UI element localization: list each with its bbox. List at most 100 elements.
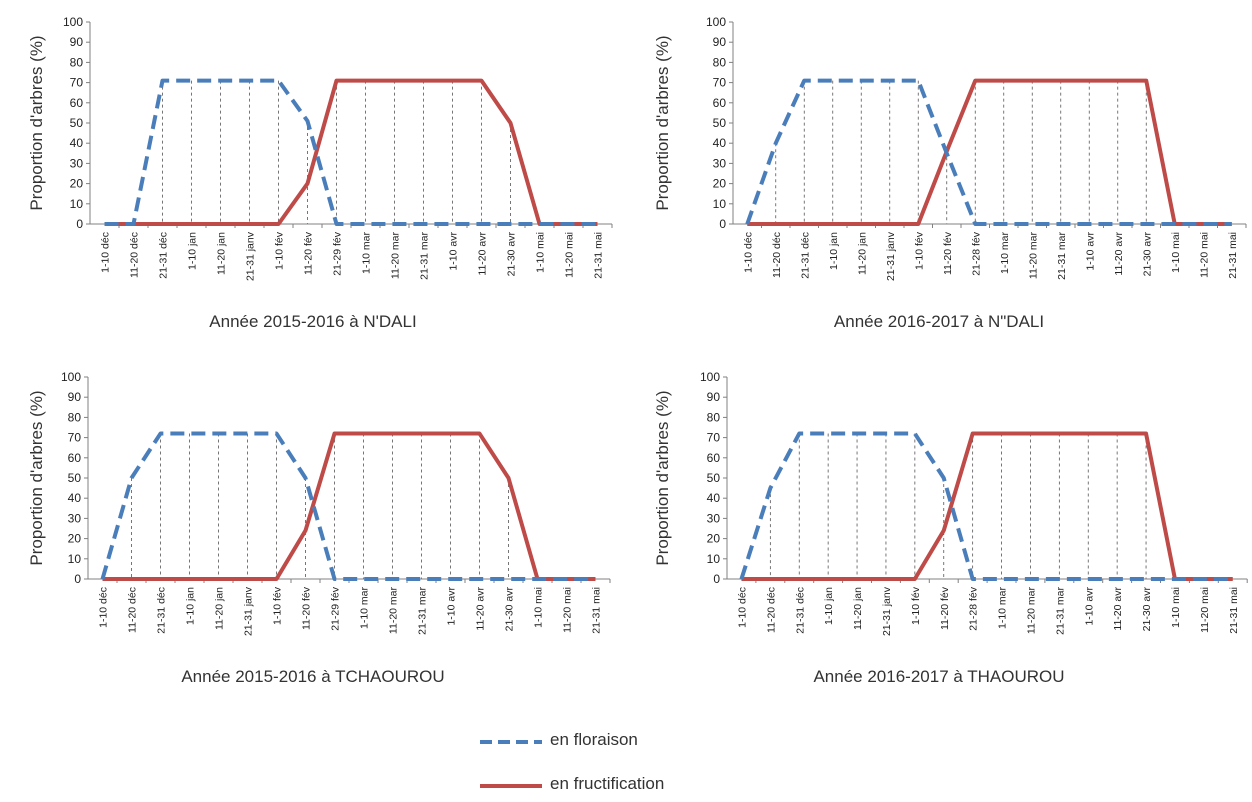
y-tick-label: 30 xyxy=(70,156,84,170)
x-tick-label: 1-10 avr xyxy=(446,587,458,626)
chart-legend: en floraison en fructification xyxy=(470,728,770,798)
chart-plot: Proportion d'arbres (%) 0 10 20 30 40 50 60 70 80… xyxy=(653,15,1247,281)
x-tick-label: 21-31 janv xyxy=(245,231,257,281)
x-tick-label: 21-28 fév xyxy=(968,586,980,631)
x-tick-label: 21-29 fév xyxy=(330,586,342,631)
y-tick-label: 60 xyxy=(713,96,727,110)
y-tick-label: 0 xyxy=(713,572,720,586)
y-tick-label: 70 xyxy=(707,431,721,445)
x-tick-label: 1-10 déc xyxy=(742,232,754,273)
x-tick-label: 1-10 mai xyxy=(1170,587,1182,628)
x-tick-label: 11-20 déc xyxy=(765,587,777,633)
x-tick-label: 1-10 avr xyxy=(448,232,460,271)
y-tick-label: 80 xyxy=(70,55,84,69)
y-tick-label: 20 xyxy=(68,532,82,546)
y-tick-label: 10 xyxy=(68,552,82,566)
y-tick-label: 0 xyxy=(74,572,81,586)
x-tick-label: 11-20 fév xyxy=(303,231,315,275)
x-tick-label: 21-31 mar xyxy=(1054,587,1066,635)
x-tick-label: 21-31 mai xyxy=(1227,232,1239,279)
x-tick-label: 11-20 mai xyxy=(1198,232,1210,278)
chart-panel-thaourou-2016: Proportion d'arbres (%) 0 10 20 30 40 50 60 70 80… xyxy=(626,355,1252,710)
x-tick-label: 11-20 mai xyxy=(1199,587,1211,633)
series-line-floraison xyxy=(100,431,596,581)
series-line-fructification xyxy=(741,431,1233,581)
x-tick-label: 1-10 déc xyxy=(100,232,112,273)
y-axis-label: Proportion d'arbres (%) xyxy=(27,35,46,210)
x-tick-label: 11-20 jan xyxy=(856,232,868,275)
y-tick-label: 70 xyxy=(70,76,84,90)
y-tick-label: 80 xyxy=(713,55,727,69)
y-tick-label: 10 xyxy=(707,552,721,566)
x-tick-label: 1-10 fév xyxy=(274,231,286,270)
series-line-fructification xyxy=(102,431,596,581)
x-tick-label: 21-30 avr xyxy=(504,586,516,631)
x-tick-label: 21-29 fév xyxy=(332,231,344,276)
y-axis-label: Proportion d'arbres (%) xyxy=(27,390,46,565)
x-tick-label: 11-20 fév xyxy=(939,586,951,630)
x-tick-label: 21-30 avr xyxy=(1141,586,1153,631)
x-tick-label: 21-31 mai xyxy=(593,232,605,279)
series-line-floraison xyxy=(745,78,1232,226)
y-tick-label: 40 xyxy=(70,136,84,150)
series-line-fructification xyxy=(747,78,1232,226)
x-tick-label: 21-30 avr xyxy=(506,231,518,276)
x-tick-label: 21-31 mar xyxy=(1056,232,1068,280)
legend-item-fructification: en fructification xyxy=(470,772,770,802)
x-tick-label: 11-20 avr xyxy=(1113,232,1125,276)
x-tick-label: 11-20 mai xyxy=(562,587,574,633)
chart-panel-tchaourou-2015: Proportion d'arbres (%) 0 10 20 30 40 50 60 70 80… xyxy=(0,355,626,710)
chart-title: Année 2015-2016 à N'DALI xyxy=(209,312,417,331)
x-tick-label: 11-20 jan xyxy=(216,232,228,275)
y-tick-label: 60 xyxy=(68,451,82,465)
y-tick-label: 100 xyxy=(61,370,81,384)
y-tick-label: 50 xyxy=(68,471,82,485)
legend-item-floraison: en floraison xyxy=(470,728,770,758)
x-tick-label: 1-10 fév xyxy=(910,586,922,625)
y-tick-label: 90 xyxy=(713,35,727,49)
chart-title: Année 2016-2017 à N"DALI xyxy=(833,312,1045,331)
x-tick-label: 21-31 déc xyxy=(158,232,170,279)
x-tick-label: 21-31 mai xyxy=(591,587,603,634)
x-tick-label: 1-10 mai xyxy=(535,232,547,273)
x-tick-label: 1-10 mar xyxy=(999,231,1011,274)
y-tick-label: 80 xyxy=(707,410,721,424)
x-tick-label: 21-31 janv xyxy=(885,231,897,281)
y-tick-label: 40 xyxy=(713,136,727,150)
series-line-floraison xyxy=(739,431,1233,581)
legend-label: en floraison xyxy=(550,730,638,749)
chart-plot: Proportion d'arbres (%) 0 10 20 30 40 50 60 70 80… xyxy=(653,370,1248,636)
y-tick-label: 0 xyxy=(76,217,83,231)
x-tick-label: 21-31 mai xyxy=(1228,587,1240,634)
x-tick-label: 11-20 jan xyxy=(214,587,226,630)
x-tick-label: 1-10 jan xyxy=(828,232,840,270)
x-tick-label: 1-10 mar xyxy=(997,586,1009,629)
series-line-fructification xyxy=(104,78,598,226)
y-tick-label: 50 xyxy=(713,116,727,130)
y-tick-label: 20 xyxy=(70,177,84,191)
y-tick-label: 50 xyxy=(707,471,721,485)
x-tick-label: 1-10 mar xyxy=(361,231,373,274)
x-tick-label: 1-10 jan xyxy=(187,232,199,270)
y-axis-label: Proportion d'arbres (%) xyxy=(653,390,672,565)
x-tick-label: 11-20 déc xyxy=(129,232,141,278)
y-axis-label: Proportion d'arbres (%) xyxy=(653,35,672,210)
x-tick-label: 1-10 mar xyxy=(359,586,371,629)
y-tick-label: 40 xyxy=(68,491,82,505)
x-tick-label: 21-31 janv xyxy=(243,586,255,636)
x-tick-label: 21-31 déc xyxy=(794,587,806,634)
x-tick-label: 21-31 mar xyxy=(417,587,429,635)
chart-panel-ndali-2016: Proportion d'arbres (%) 0 10 20 30 40 50 60 70 80… xyxy=(626,0,1252,355)
y-tick-label: 90 xyxy=(68,390,82,404)
y-tick-label: 80 xyxy=(68,410,82,424)
chart-title: Année 2016-2017 à THAOUROU xyxy=(813,667,1065,686)
x-tick-label: 1-10 avr xyxy=(1083,587,1095,626)
y-tick-label: 100 xyxy=(700,370,720,384)
x-tick-label: 11-20 déc xyxy=(771,232,783,278)
x-tick-label: 11-20 avr xyxy=(475,587,487,631)
y-tick-label: 100 xyxy=(706,15,726,29)
chart-plot: Proportion d'arbres (%) 0 10 20 30 40 50 60 70 80… xyxy=(27,370,611,636)
x-tick-label: 11-20 fév xyxy=(301,586,313,630)
x-tick-label: 11-20 mar xyxy=(1027,231,1039,279)
x-tick-label: 1-10 déc xyxy=(736,587,748,628)
